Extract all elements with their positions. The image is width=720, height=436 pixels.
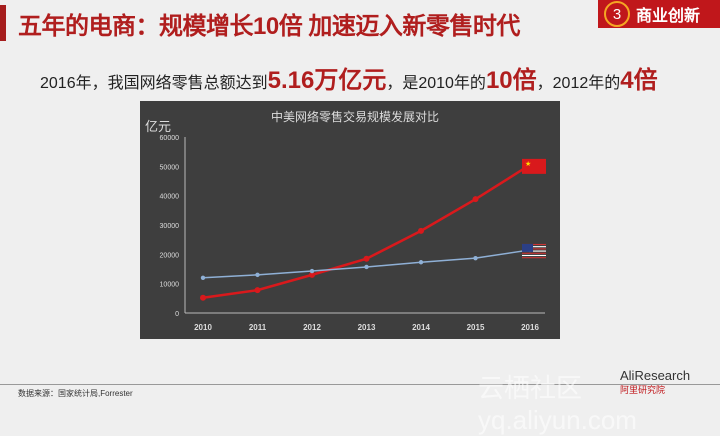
- china-flag-star: ★: [525, 160, 531, 168]
- highlight-value: 4倍: [620, 67, 658, 94]
- data-point-china: [472, 196, 479, 203]
- us-flag-stripe: [522, 254, 546, 257]
- highlight-value: 10倍: [485, 67, 537, 94]
- x-tick-label: 2015: [467, 323, 485, 332]
- y-tick-label: 0: [175, 311, 179, 318]
- y-tick-label: 50000: [160, 164, 180, 171]
- data-point-usa: [200, 275, 206, 280]
- data-point-usa: [418, 260, 424, 265]
- data-point-china: [309, 271, 315, 278]
- y-tick-label: 30000: [160, 223, 180, 230]
- y-tick-label: 60000: [160, 135, 180, 142]
- page-title: 五年的电商：规模增长10倍 加速迈入新零售时代: [18, 13, 520, 40]
- data-source: 数据来源：国家统计局,Forrester: [18, 389, 133, 398]
- title-accent-bar: [0, 5, 6, 41]
- data-point-china: [254, 287, 261, 294]
- china-flag-icon: [522, 158, 546, 174]
- section-label: 商业创新: [636, 8, 701, 25]
- us-flag-stripe: [522, 250, 546, 252]
- data-point-usa: [364, 264, 369, 270]
- x-tick-label: 2013: [358, 323, 376, 332]
- us-flag-stripe: [522, 257, 546, 259]
- x-tick-label: 2014: [412, 323, 430, 332]
- logo-cn: 阿里研究院: [620, 385, 666, 395]
- x-tick-label: 2010: [194, 323, 212, 332]
- data-point-china: [200, 294, 206, 301]
- aliresearch-logo: AliResearch: [620, 368, 690, 383]
- text: ，是2010年的: [386, 75, 486, 92]
- data-point-usa: [309, 268, 315, 274]
- us-flag-stripe: [522, 248, 546, 250]
- text: 2016年，我国网络零售总额达到: [40, 75, 268, 92]
- data-point-usa: [473, 255, 478, 261]
- highlight-value: 5.16万亿元: [267, 67, 387, 94]
- text: ，2012年的: [536, 75, 621, 92]
- data-point-usa: [255, 272, 260, 278]
- section-badge: 3 商业创新: [598, 0, 720, 28]
- section-number: 3: [604, 1, 630, 27]
- data-point-china: [363, 255, 370, 262]
- data-point-china: [418, 227, 424, 234]
- us-flag-stripe: [522, 243, 546, 246]
- x-tick-label: 2012: [303, 323, 321, 332]
- series-line-usa: [202, 249, 531, 279]
- us-flag-stripe: [522, 252, 546, 254]
- footer-divider: [0, 384, 720, 385]
- x-tick-label: 2016: [521, 323, 539, 332]
- series-line-china: [202, 163, 531, 299]
- us-flag-stripe: [522, 246, 546, 248]
- y-tick-label: 40000: [160, 194, 180, 201]
- y-tick-label: 10000: [160, 282, 180, 289]
- y-tick-label: 20000: [160, 252, 180, 259]
- chart-title: 中美网络零售交易规模发展对比: [271, 109, 439, 124]
- y-axis-label: 亿元: [145, 119, 171, 134]
- headline-statement: 2016年，我国网络零售总额达到5.16万亿元，是2010年的10倍，2012年…: [40, 60, 658, 95]
- x-tick-label: 2011: [249, 323, 267, 332]
- logo-text: AliResearch: [620, 368, 691, 383]
- line-chart: 中美网络零售交易规模发展对比 亿元 0 10000 20000 30000 40000 5…: [140, 101, 560, 339]
- us-flag-icon: [522, 243, 533, 252]
